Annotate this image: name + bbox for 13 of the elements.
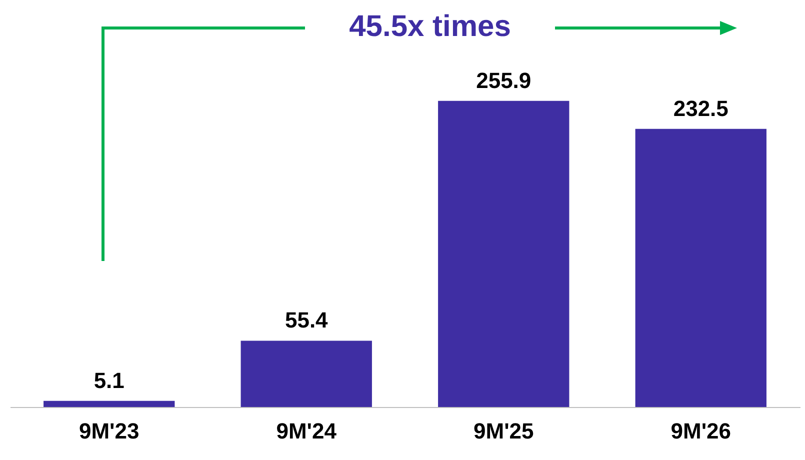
bar — [44, 400, 175, 407]
data-label: 55.4 — [284, 308, 329, 333]
text: 45.5x times — [348, 10, 512, 44]
data-label: 232.5 — [673, 96, 728, 121]
data-label: 255.9 — [476, 68, 532, 93]
bar — [240, 340, 372, 407]
x-tick-label: 9M'24 — [276, 418, 338, 444]
bar — [635, 128, 766, 407]
x-tick-label: 9M'23 — [78, 418, 140, 444]
bar — [438, 100, 570, 407]
data-label: 5.1 — [94, 368, 124, 393]
x-tick-label: 9M'25 — [473, 418, 534, 444]
x-tick-label: 9M'26 — [670, 418, 732, 444]
